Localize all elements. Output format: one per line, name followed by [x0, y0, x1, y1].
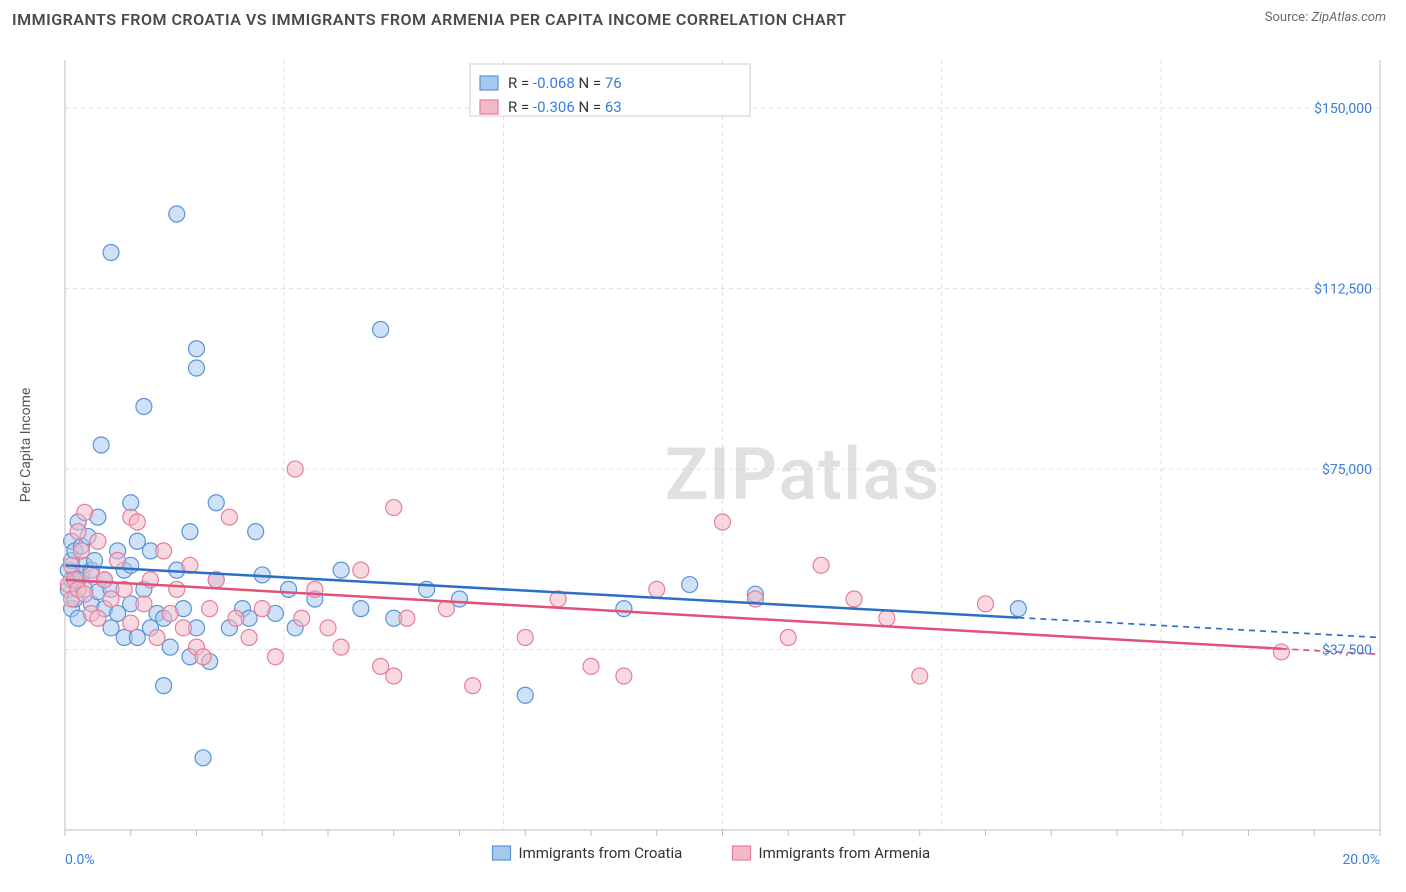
chart-title: IMMIGRANTS FROM CROATIA VS IMMIGRANTS FR…: [12, 10, 847, 29]
y-tick-label: $37,500: [1322, 642, 1372, 659]
legend-label: Immigrants from Armenia: [759, 844, 931, 862]
legend-series: Immigrants from Croatia Immigrants from A…: [493, 844, 931, 862]
source-name: ZipAtlas.com: [1311, 10, 1386, 25]
chart-source: Source: ZipAtlas.com: [1265, 10, 1386, 25]
legend-stats: R = -0.068 N = 76 R = -0.306 N = 63: [470, 64, 750, 116]
legend-swatch: [480, 100, 498, 114]
watermark: ZIPatlas: [665, 432, 940, 517]
source-prefix: Source:: [1265, 10, 1312, 25]
legend-row: R = -0.306 N = 63: [508, 98, 622, 116]
legend-swatch: [480, 76, 498, 90]
legend-label: Immigrants from Croatia: [519, 844, 683, 862]
legend-row: R = -0.068 N = 76: [508, 74, 622, 92]
y-tick-label: $75,000: [1322, 461, 1372, 478]
chart-container: ZIPatlas $37,500 $75,000 $112,500 $150,000 0.…: [10, 40, 1396, 882]
correlation-scatter-chart: ZIPatlas $37,500 $75,000 $112,500 $150,000 0.…: [10, 40, 1396, 882]
x-end-label: 20.0%: [1342, 852, 1380, 868]
legend-swatch: [493, 846, 511, 860]
y-tick-label: $150,000: [1314, 100, 1372, 117]
legend-swatch: [733, 846, 751, 860]
x-start-label: 0.0%: [65, 852, 95, 868]
y-axis-label: Per Capita Income: [18, 388, 34, 503]
y-tick-label: $112,500: [1314, 281, 1372, 298]
chart-header: IMMIGRANTS FROM CROATIA VS IMMIGRANTS FR…: [0, 0, 1406, 35]
